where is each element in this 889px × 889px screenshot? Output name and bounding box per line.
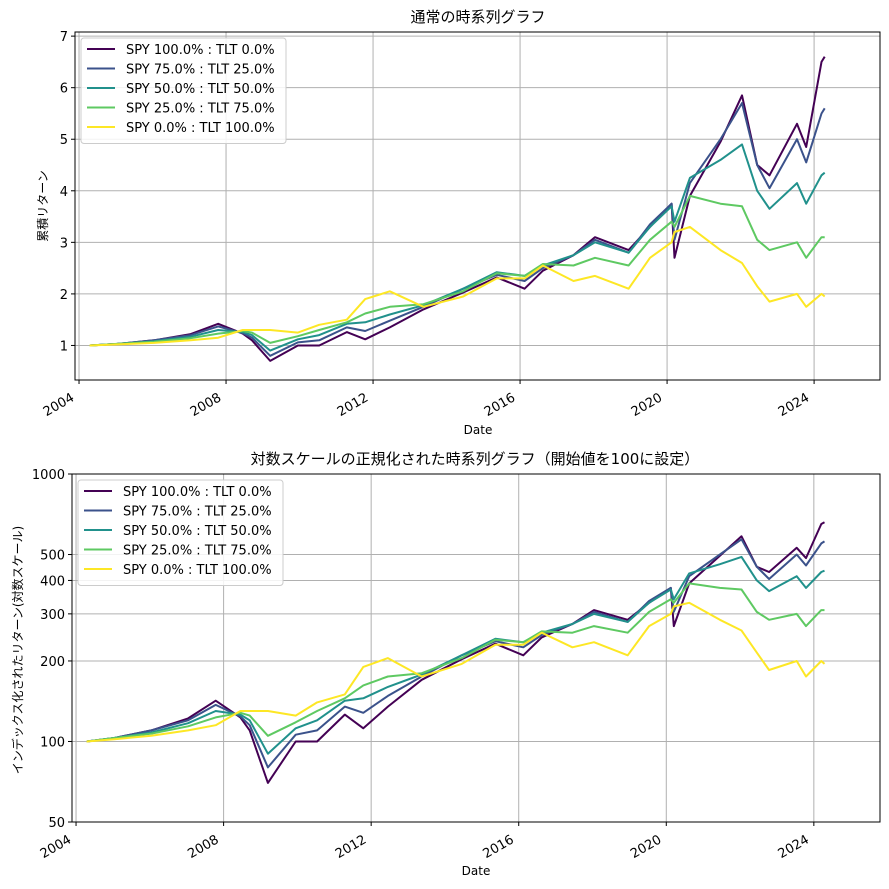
y-tick-label: 200: [40, 655, 65, 670]
series-line-4: [89, 225, 826, 347]
y-tick-label: 6: [60, 82, 68, 97]
legend: SPY 100.0% : TLT 0.0% SPY 75.0% : TLT 25.…: [80, 37, 287, 144]
x-tick-label: 2020: [628, 832, 664, 862]
y-tick-label: 50: [48, 816, 65, 831]
y-tick-label: 1000: [32, 468, 65, 483]
y-ticks: 1 2 3 4 5 6 7: [60, 30, 75, 354]
y-tick-label: 300: [40, 608, 65, 623]
y-axis-label: 累積リターン: [35, 170, 50, 241]
y-tick-label: 1: [60, 339, 68, 354]
x-tick-label: 2020: [629, 390, 665, 420]
y-tick-label: 5: [60, 133, 68, 148]
legend-label: SPY 100.0% : TLT 0.0%: [123, 485, 272, 500]
legend-label: SPY 50.0% : TLT 50.0%: [123, 524, 272, 539]
x-tick-label: 2004: [41, 390, 77, 420]
x-tick-label: 2016: [482, 390, 518, 420]
y-tick-label: 7: [60, 30, 68, 45]
series-line-1: [86, 538, 826, 769]
y-ticks: 50 100 200 300 400 500 1000: [32, 468, 72, 831]
legend-box: [77, 479, 284, 586]
x-tick-label: 2024: [776, 832, 812, 862]
x-axis-label: Date: [464, 423, 493, 437]
legend-label: SPY 100.0% : TLT 0.0%: [126, 43, 275, 58]
legend-label: SPY 25.0% : TLT 75.0%: [123, 544, 272, 559]
x-tick-label: 2024: [776, 390, 812, 420]
series-line-3: [89, 194, 825, 347]
y-tick-label: 500: [40, 549, 65, 564]
y-tick-label: 400: [40, 574, 65, 589]
chart-title: 対数スケールの正規化された時系列グラフ（開始値を100に設定）: [251, 450, 700, 468]
y-tick-label: 2: [60, 288, 68, 303]
legend-label: SPY 0.0% : TLT 100.0%: [126, 121, 275, 136]
legend-label: SPY 75.0% : TLT 25.0%: [126, 63, 275, 78]
axes-frame: [71, 473, 881, 823]
y-tick-label: 4: [60, 185, 68, 200]
series-lines: [89, 56, 826, 362]
x-ticks: 2004 2008 2012 2016 2020 2024: [38, 822, 815, 862]
y-axis-label: インデックス化されたリターン(対数スケール): [10, 526, 25, 774]
axes-frame: [74, 31, 881, 381]
legend-label: SPY 50.0% : TLT 50.0%: [126, 82, 275, 97]
chart-log: 対数スケールの正規化された時系列グラフ（開始値を100に設定） Date インデ…: [10, 450, 881, 878]
legend-label: SPY 25.0% : TLT 75.0%: [126, 102, 275, 117]
x-axis-label: Date: [462, 864, 491, 878]
series-lines: [86, 521, 826, 784]
y-tick-label: 100: [40, 735, 65, 750]
x-tick-label: 2008: [188, 390, 224, 420]
series-line-2: [89, 143, 826, 352]
series-line-1: [89, 102, 826, 357]
x-tick-label: 2004: [38, 832, 74, 862]
x-tick-label: 2012: [333, 832, 369, 862]
y-tick-label: 3: [60, 236, 68, 251]
chart-title: 通常の時系列グラフ: [410, 8, 545, 26]
legend: SPY 100.0% : TLT 0.0% SPY 75.0% : TLT 25.…: [77, 479, 284, 586]
series-line-4: [86, 601, 826, 743]
x-tick-label: 2016: [481, 832, 517, 862]
legend-label: SPY 0.0% : TLT 100.0%: [123, 563, 272, 578]
legend-label: SPY 75.0% : TLT 25.0%: [123, 505, 272, 520]
legend-box: [80, 37, 287, 144]
series-line-3: [86, 582, 825, 743]
x-tick-label: 2008: [185, 832, 221, 862]
chart-linear: 通常の時系列グラフ Date 累積リターン 2004 2008 2012 2016 20…: [35, 8, 881, 437]
x-tick-label: 2012: [335, 390, 371, 420]
x-ticks: 2004 2008 2012 2016 2020 2024: [41, 380, 815, 420]
